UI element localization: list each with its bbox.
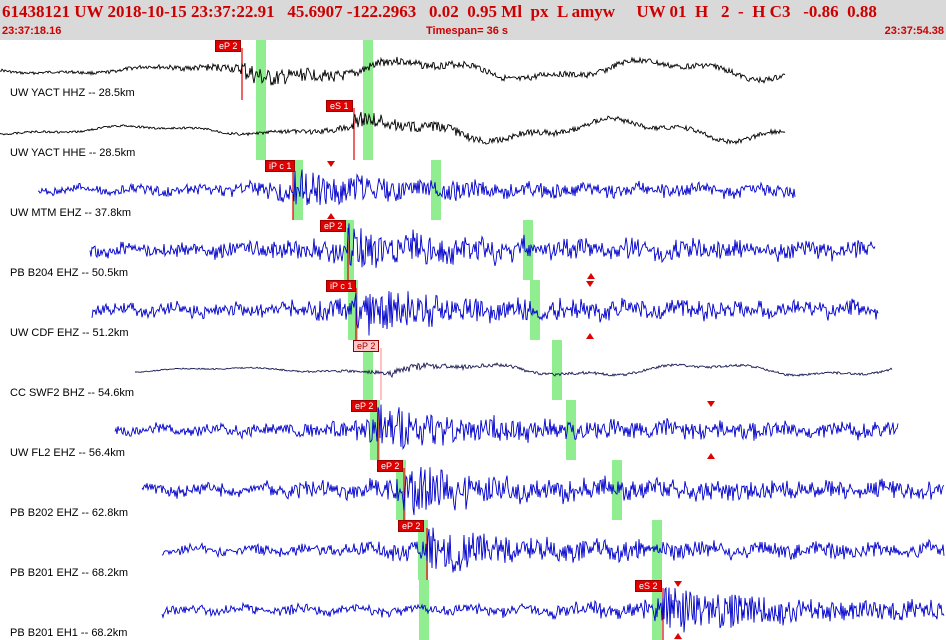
waveform-trace [161,527,945,573]
trace-panel[interactable]: eS 2 PB B201 EH1 -- 68.2km [0,580,946,640]
trace-panel[interactable]: eP 2 PB B204 EHZ -- 50.5km [0,220,946,281]
arrival-marker-bottom [327,213,335,219]
phase-window [344,220,354,280]
event-title: 61438121 UW 2018-10-15 23:37:22.91 45.69… [2,2,877,21]
station-label: PB B202 EHZ -- 62.8km [10,507,128,519]
timespan-label: Timespan= 36 s [426,25,509,37]
trace-panel[interactable]: iP c 1 UW MTM EHZ -- 37.8km [0,160,946,221]
pick-label[interactable]: eP 2 [215,40,242,52]
pick-label[interactable]: eP 2 [320,220,347,232]
seismogram [37,160,796,220]
seismogram [161,580,945,640]
waveform-trace [0,111,786,145]
waveform-trace [134,362,893,379]
trace-panel[interactable]: iP c 1 UW CDF EHZ -- 51.2km [0,280,946,341]
waveform-trace [161,587,945,633]
pick-label[interactable]: eP 2 [353,340,380,352]
phase-window [363,40,373,100]
phase-window [256,100,266,160]
seismogram [89,220,876,280]
seismogram [141,460,945,520]
trace-panel[interactable]: eS 1 UW YACT HHE -- 28.5km [0,100,946,161]
phase-window [396,460,406,520]
start-time: 23:37:18.16 [2,25,62,37]
phase-window [370,400,380,460]
waveform-trace [91,291,879,336]
trace-panel[interactable]: eP 2 UW YACT HHZ -- 28.5km [0,40,946,101]
trace-panel[interactable]: eP 2 UW FL2 EHZ -- 56.4km [0,400,946,461]
arrival-marker-top [674,581,682,587]
seismogram [91,280,879,340]
waveform-trace [141,466,945,516]
seismogram [0,40,786,100]
pick-label[interactable]: eP 2 [351,400,378,412]
arrival-marker-bottom [586,333,594,339]
arrival-marker-top [327,161,335,167]
phase-window [552,340,562,400]
trace-panel[interactable]: eP 2 PB B202 EHZ -- 62.8km [0,460,946,521]
phase-window [419,580,429,640]
station-label: UW CDF EHZ -- 51.2km [10,327,129,339]
waveform-trace [37,169,796,206]
pick-label[interactable]: eS 2 [635,580,662,592]
pick-label[interactable]: eP 2 [377,460,404,472]
waveform-trace [114,404,899,451]
event-header: 61438121 UW 2018-10-15 23:37:22.91 45.69… [0,0,946,41]
seismogram [114,400,899,460]
pick-label[interactable]: eS 1 [326,100,353,112]
seismogram [161,520,945,580]
arrival-marker-top [586,281,594,287]
phase-window [418,520,428,580]
trace-panel[interactable]: eP 2 PB B201 EHZ -- 68.2km [0,520,946,581]
station-label: PB B201 EH1 -- 68.2km [10,627,128,639]
phase-window [530,280,540,340]
phase-window [566,400,576,460]
seismogram [0,100,786,160]
end-time: 23:37:54.38 [884,25,944,37]
phase-window [523,220,533,280]
pick-label[interactable]: iP c 1 [265,160,296,172]
phase-window [348,280,358,340]
arrival-marker-bottom [587,273,595,279]
station-label: UW MTM EHZ -- 37.8km [10,207,131,219]
phase-window [652,520,662,580]
trace-panel[interactable]: eP 2 CC SWF2 BHZ -- 54.6km [0,340,946,401]
pick-label[interactable]: iP c 1 [326,280,357,292]
station-label: PB B204 EHZ -- 50.5km [10,267,128,279]
arrival-marker-top [707,401,715,407]
arrival-marker-bottom [674,633,682,639]
waveform-trace [89,223,876,268]
trace-panel-container[interactable]: eP 2 UW YACT HHZ -- 28.5km eS 1 UW YACT … [0,40,946,640]
station-label: PB B201 EHZ -- 68.2km [10,567,128,579]
phase-window [256,40,266,100]
phase-window [363,340,373,400]
pick-label[interactable]: eP 2 [398,520,425,532]
arrival-marker-bottom [707,453,715,459]
seismogram [134,340,893,400]
phase-window [363,100,373,160]
station-label: UW FL2 EHZ -- 56.4km [10,447,125,459]
waveform-trace [0,56,786,86]
station-label: UW YACT HHE -- 28.5km [10,147,136,159]
phase-window [293,160,303,220]
station-label: CC SWF2 BHZ -- 54.6km [10,387,135,399]
station-label: UW YACT HHZ -- 28.5km [10,87,135,99]
